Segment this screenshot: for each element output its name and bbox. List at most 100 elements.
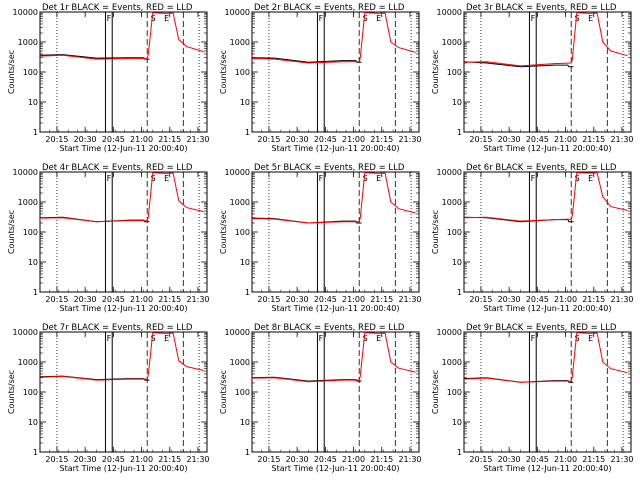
y-tick-label: 1000 — [230, 358, 250, 367]
event-label: F — [531, 334, 536, 343]
plot-frame — [39, 11, 208, 133]
x-tick-label: 21:15 — [158, 455, 181, 464]
y-tick-label: 100 — [235, 228, 250, 237]
x-axis-label: Start Time (12-Jun-11 20:00:40) — [272, 144, 400, 153]
y-tick-label: 10000 — [437, 328, 462, 337]
event-label: F — [107, 14, 112, 23]
x-tick-label: 21:30 — [610, 295, 633, 304]
event-label: S — [151, 334, 156, 343]
y-tick-label: 1 — [457, 128, 462, 137]
x-tick-label: 20:15 — [469, 135, 492, 144]
y-tick-label: 10 — [452, 98, 462, 107]
y-tick-label: 10 — [28, 418, 38, 427]
event-label: S — [363, 334, 368, 343]
event-label: E — [588, 14, 593, 23]
x-axis-label: Start Time (12-Jun-11 20:00:40) — [60, 304, 188, 313]
y-axis-label: Counts/sec — [7, 50, 16, 94]
plot-frame — [39, 331, 208, 453]
y-tick-label: 1 — [33, 128, 38, 137]
y-tick-label: 1 — [245, 128, 250, 137]
event-label: F — [107, 334, 112, 343]
panel-det-9r: Det 9r BLACK = Events, RED = LLD 1 10 100 10… — [431, 323, 634, 473]
event-label: S — [151, 14, 156, 23]
y-tick-label: 1 — [457, 288, 462, 297]
panel-title: Det 7r BLACK = Events, RED = LLD — [42, 323, 193, 333]
y-tick-label: 1 — [33, 288, 38, 297]
y-tick-label: 10000 — [13, 328, 38, 337]
plot-frame — [251, 171, 420, 293]
x-tick-label: 20:45 — [102, 295, 125, 304]
event-label: E — [376, 174, 381, 183]
x-tick-label: 21:00 — [554, 455, 577, 464]
x-tick-label: 20:15 — [469, 295, 492, 304]
series-lld-line — [39, 172, 204, 223]
panel-det-1r: Det 1r BLACK = Events, RED = LLD 1 10 100 10… — [7, 3, 210, 153]
x-tick-label: 20:30 — [74, 455, 97, 464]
y-axis-label: Counts/sec — [431, 210, 440, 254]
x-tick-label: 20:45 — [314, 135, 337, 144]
y-tick-label: 100 — [235, 68, 250, 77]
x-tick-label: 21:30 — [398, 455, 421, 464]
x-tick-label: 20:15 — [469, 455, 492, 464]
event-label: S — [363, 14, 368, 23]
series-lld-line — [463, 172, 628, 222]
x-tick-label: 20:30 — [498, 135, 521, 144]
panel-title: Det 4r BLACK = Events, RED = LLD — [42, 163, 193, 173]
x-tick-label: 20:45 — [526, 295, 549, 304]
x-tick-label: 21:30 — [398, 295, 421, 304]
y-tick-label: 1000 — [18, 38, 38, 47]
panel-title: Det 8r BLACK = Events, RED = LLD — [254, 323, 405, 333]
panel-det-2r: Det 2r BLACK = Events, RED = LLD 1 10 100 10… — [219, 3, 422, 153]
event-label: S — [151, 174, 156, 183]
x-tick-label: 20:15 — [257, 135, 280, 144]
y-tick-label: 1000 — [18, 198, 38, 207]
y-tick-label: 10000 — [13, 8, 38, 17]
x-tick-label: 21:15 — [582, 455, 605, 464]
y-tick-label: 1000 — [230, 38, 250, 47]
event-label: S — [363, 174, 368, 183]
plot-frame — [463, 171, 632, 293]
y-tick-label: 10000 — [437, 8, 462, 17]
plot-frame — [251, 331, 420, 453]
y-tick-label: 100 — [447, 68, 462, 77]
x-tick-label: 21:15 — [582, 135, 605, 144]
series-lld-line — [39, 332, 204, 381]
y-tick-label: 10 — [28, 98, 38, 107]
y-tick-label: 100 — [23, 68, 38, 77]
y-tick-label: 10 — [452, 258, 462, 267]
series-events-line — [251, 57, 362, 63]
x-tick-label: 21:30 — [398, 135, 421, 144]
panel-title: Det 2r BLACK = Events, RED = LLD — [254, 3, 405, 13]
event-label: E — [588, 334, 593, 343]
x-tick-label: 20:45 — [314, 295, 337, 304]
panel-det-3r: Det 3r BLACK = Events, RED = LLD 1 10 100 10… — [431, 3, 634, 153]
event-label: S — [575, 334, 580, 343]
x-tick-label: 21:00 — [342, 295, 365, 304]
panel-det-6r: Det 6r BLACK = Events, RED = LLD 1 10 100 10… — [431, 163, 634, 313]
x-tick-label: 21:15 — [370, 455, 393, 464]
panel-title: Det 5r BLACK = Events, RED = LLD — [254, 163, 405, 173]
event-label: E — [164, 14, 169, 23]
x-tick-label: 20:30 — [286, 455, 309, 464]
x-tick-label: 21:15 — [582, 295, 605, 304]
x-tick-label: 21:30 — [610, 135, 633, 144]
x-tick-label: 21:30 — [186, 135, 209, 144]
x-axis-label: Start Time (12-Jun-11 20:00:40) — [484, 144, 612, 153]
y-axis-label: Counts/sec — [431, 50, 440, 94]
y-tick-label: 100 — [23, 228, 38, 237]
y-axis-label: Counts/sec — [7, 210, 16, 254]
y-tick-label: 1000 — [442, 198, 462, 207]
x-tick-label: 21:30 — [610, 455, 633, 464]
y-tick-label: 10000 — [437, 168, 462, 177]
x-axis-label: Start Time (12-Jun-11 20:00:40) — [484, 304, 612, 313]
series-lld-line — [251, 12, 416, 64]
y-tick-label: 100 — [23, 388, 38, 397]
x-tick-label: 20:30 — [286, 295, 309, 304]
series-lld-line — [463, 332, 628, 383]
y-tick-label: 100 — [447, 228, 462, 237]
series-lld-line — [251, 332, 416, 383]
y-tick-label: 1 — [457, 448, 462, 457]
x-tick-label: 20:30 — [74, 295, 97, 304]
panel-det-7r: Det 7r BLACK = Events, RED = LLD 1 10 100 10… — [7, 323, 210, 473]
y-axis-label: Counts/sec — [7, 370, 16, 414]
